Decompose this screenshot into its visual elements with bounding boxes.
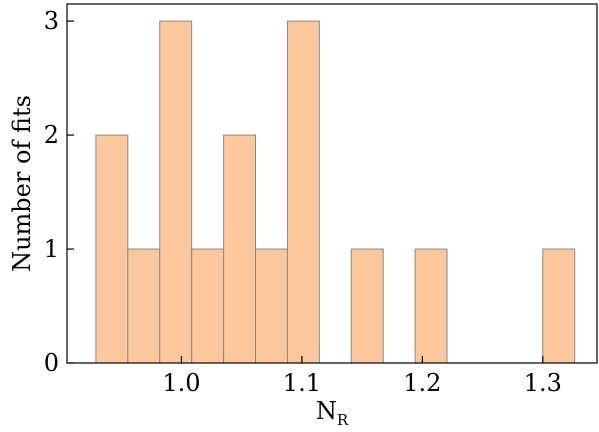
histogram-bar-5 — [255, 248, 288, 364]
histogram-bar-0 — [95, 134, 129, 364]
histogram-bar-10 — [414, 248, 448, 364]
histogram-bar-1 — [127, 248, 161, 364]
y-tick-label-3: 3 — [44, 7, 59, 35]
x-axis-label-main: N — [316, 397, 337, 425]
y-tick-label-2: 2 — [44, 121, 59, 149]
ticks-group: 1.0 1.1 1.2 1.3 0 1 2 3 — [44, 7, 562, 397]
x-axis-label: NR — [316, 397, 349, 429]
histogram-bar-2 — [159, 20, 193, 364]
y-tick-label-0: 0 — [44, 349, 59, 377]
x-tick-label-2: 1.2 — [403, 369, 441, 397]
x-tick-label-0: 1.0 — [162, 369, 200, 397]
histogram-bar-8 — [350, 248, 384, 364]
plot-frame — [66, 3, 598, 364]
x-axis-label-subscript: R — [337, 411, 349, 429]
histogram-bar-3 — [191, 248, 225, 364]
y-tick-label-1: 1 — [44, 235, 59, 263]
x-tick-label-1: 1.1 — [283, 369, 321, 397]
y-axis-label: Number of fits — [8, 95, 36, 272]
x-tick-label-3: 1.3 — [524, 369, 562, 397]
histogram-bar-6 — [286, 20, 320, 364]
histogram-bar-14 — [542, 248, 576, 364]
bars-group — [95, 20, 576, 364]
histogram-bar-4 — [223, 134, 257, 364]
